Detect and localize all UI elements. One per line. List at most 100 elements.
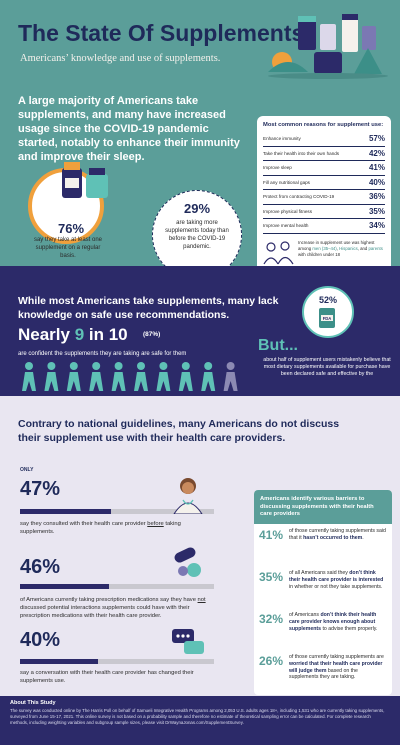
caption-text: say a conversation with their health car… <box>20 670 194 684</box>
reasons-title: Most common reasons for supplement use: <box>263 122 384 128</box>
reason-pct: 35% <box>368 206 385 216</box>
note-hispanics: Hispanics <box>339 245 358 251</box>
progress-bar-40 <box>20 659 214 664</box>
barrier-text: of all Americans said they don’t think t… <box>289 570 387 590</box>
reason-pct: 34% <box>368 221 385 231</box>
person-icon <box>44 362 59 391</box>
caption-text: discussed potential interactions supplem… <box>20 605 190 619</box>
stat-value-29: 29% <box>183 201 211 216</box>
providers-intro: Contrary to national guidelines, many Am… <box>18 418 340 444</box>
person-icon <box>134 362 148 391</box>
person-icon <box>156 362 171 391</box>
reason-label: Enhance immunity <box>263 136 301 142</box>
stat-caption-76: say they take at least one supplement on… <box>33 237 103 259</box>
nearly-num: 9 <box>74 325 85 344</box>
caption-text: say they consulted with their health car… <box>20 521 148 527</box>
chat-bubbles-icon <box>172 629 204 654</box>
reason-label: Improve mental health <box>263 223 309 229</box>
barrier-post: based on the supplements they are taking… <box>289 667 358 681</box>
barrier-post: in whether or not they take supplements. <box>289 583 383 590</box>
barrier-pre: of all Americans said they <box>289 570 350 576</box>
knowledge-intro: While most Americans take supplements, m… <box>18 295 279 321</box>
progress-bar-47 <box>20 509 214 514</box>
reason-label: Improve sleep <box>263 165 292 171</box>
barrier-bold: worried that their health care provider … <box>289 660 383 674</box>
reason-row: Protect from contracting COVID-19 36% <box>263 190 385 205</box>
barrier-bold: don’t think their health care provider k… <box>289 612 377 632</box>
caption-text: of Americans currently taking prescripti… <box>20 597 198 603</box>
stat-value-76: 76% <box>57 221 85 236</box>
person-icon <box>223 362 238 391</box>
barrier-pre: of Americans <box>289 612 321 618</box>
note-text: Increase in supplement use was highest a… <box>298 239 375 251</box>
reason-pct: 40% <box>368 177 385 187</box>
nearly-pre: Nearly <box>18 325 75 344</box>
barrier-pct: 41% <box>259 528 284 542</box>
barrier-row: 35% of all Americans said they don’t thi… <box>254 566 392 608</box>
reasons-list: Enhance immunity 57% Take their health in… <box>263 132 385 234</box>
barrier-pre: of those currently taking supplements ar… <box>289 654 384 660</box>
barrier-row: 26% of those currently taking supplement… <box>254 650 392 692</box>
people-group-icon <box>263 240 294 264</box>
note-men: men (35–44) <box>312 245 337 251</box>
person-icon <box>22 362 36 391</box>
pct-87: (87%) <box>143 331 161 338</box>
note-sep: , <box>336 245 340 251</box>
stat-value-47: 47% <box>20 478 61 500</box>
reasons-panel: Most common reasons for supplement use: … <box>257 116 391 294</box>
reason-pct: 41% <box>368 163 385 173</box>
bottles-icon <box>62 162 108 198</box>
progress-fill-46 <box>20 584 110 589</box>
stat-caption-46: of Americans currently taking prescripti… <box>20 596 220 620</box>
reason-pct: 42% <box>368 148 385 158</box>
stat-value-40: 40% <box>20 629 61 651</box>
usage-intro: A large majority of Americans take suppl… <box>18 95 240 163</box>
fda-box-icon: FDA <box>319 308 335 328</box>
person-icon <box>66 362 81 391</box>
supplements-illustration-icon <box>268 14 388 79</box>
reasons-footnote: Increase in supplement use was highest a… <box>263 240 385 266</box>
barrier-text: of Americans don’t think their health ca… <box>289 612 387 632</box>
reason-pct: 36% <box>368 192 385 202</box>
progress-fill-47 <box>20 509 112 514</box>
reason-label: Improve physical fitness <box>263 208 313 214</box>
reason-pct: 57% <box>368 134 385 144</box>
barrier-pct: 35% <box>259 570 284 584</box>
stat-circle-29 <box>152 190 242 280</box>
caption-text: taking supplements. <box>20 521 181 535</box>
barrier-text: of those currently taking supplements sa… <box>289 528 387 542</box>
reason-row: Improve physical fitness 35% <box>263 205 385 219</box>
barrier-post: to advise them properly. <box>321 625 378 632</box>
progress-fill-40 <box>20 659 98 664</box>
reason-row: Fill any nutritional gaps 40% <box>263 176 385 190</box>
reason-row: Improve mental health 34% <box>263 219 385 234</box>
page-subtitle: Americans’ knowledge and use of suppleme… <box>20 53 221 64</box>
reasons-note: Increase in supplement use was highest a… <box>298 240 385 258</box>
footer: About This Study The survey was conducte… <box>0 696 400 745</box>
page-title: The State Of Supplements <box>18 20 305 46</box>
nearly-heading: Nearly 9 in 10 <box>18 325 128 345</box>
note-text: with children under 18 <box>298 251 341 257</box>
barrier-bold: don’t think their health care provider i… <box>289 570 384 583</box>
stat-value-46: 46% <box>20 556 61 578</box>
people-row-icon <box>22 362 238 391</box>
pills-icon <box>174 547 201 577</box>
stat-caption-29: are taking more supplements today than b… <box>165 220 229 250</box>
doctor-icon <box>173 478 203 514</box>
barrier-pre: of those currently taking supplements sa… <box>289 528 386 541</box>
barrier-row: 41% of those currently taking supplement… <box>254 524 392 566</box>
progress-bar-46 <box>20 584 214 589</box>
stat-caption-47: say they consulted with their health car… <box>20 520 200 536</box>
barriers-panel: Americans identify various barriers to d… <box>254 490 392 695</box>
caption-emphasis: not <box>197 597 206 603</box>
note-parents: parents <box>368 245 383 251</box>
fda-label: FDA <box>323 316 332 321</box>
caption-emphasis: before <box>147 521 164 527</box>
reason-label: Fill any nutritional gaps <box>263 179 310 185</box>
but-heading: But... <box>258 337 298 354</box>
person-icon <box>201 362 216 391</box>
footer-text: The survey was conducted online by The H… <box>10 708 385 725</box>
footer-title: About This Study <box>10 700 56 706</box>
person-icon <box>111 362 126 391</box>
confident-text: are confident the supplements they are t… <box>18 351 187 357</box>
